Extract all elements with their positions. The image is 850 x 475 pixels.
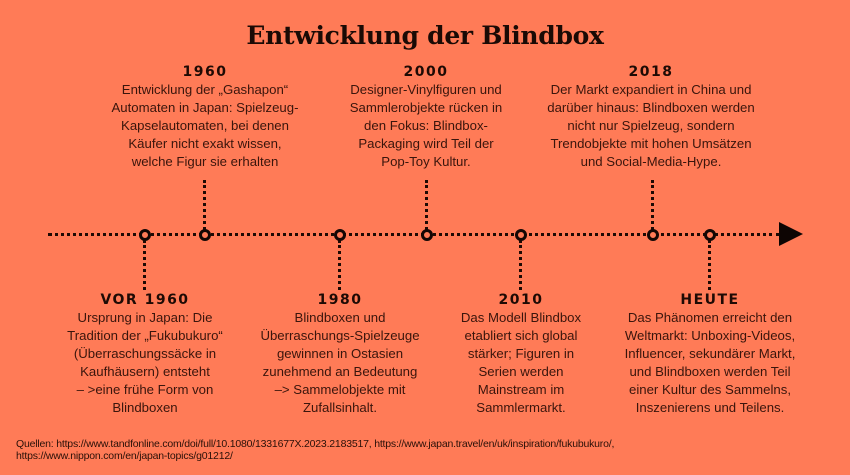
stem-2000 — [425, 180, 428, 230]
event-year: 2018 — [628, 64, 674, 80]
event-description: Designer-Vinylfiguren und Sammlerobjekte… — [349, 82, 503, 169]
event-year: 2010 — [498, 292, 544, 308]
event-year: HEUTE — [680, 292, 740, 308]
sources-text: Quellen: https://www.tandfonline.com/doi… — [16, 438, 615, 462]
marker-heute — [704, 229, 716, 241]
event-description: Ursprung in Japan: Die Tradition der „Fu… — [67, 310, 223, 415]
event-year: 1960 — [182, 64, 228, 80]
event-heute: HEUTE Das Phänomen erreicht den Weltmark… — [590, 291, 830, 417]
stem-1960 — [203, 180, 206, 230]
stem-vor-1960 — [143, 240, 146, 290]
marker-1960 — [199, 229, 211, 241]
timeline-axis — [48, 233, 780, 236]
marker-2010 — [515, 229, 527, 241]
stem-2010 — [519, 240, 522, 290]
event-description: Das Phänomen erreicht den Weltmarkt: Unb… — [624, 310, 796, 415]
event-description: Blindboxen und Überraschungs-Spielzeuge … — [260, 310, 420, 415]
event-description: Entwicklung der „Gashapon“ Automaten in … — [111, 82, 299, 169]
marker-1980 — [334, 229, 346, 241]
event-2010: 2010 Das Modell Blindbox etabliert sich … — [421, 291, 621, 417]
event-2018: 2018 Der Markt expandiert in China und d… — [531, 63, 771, 171]
arrow-right-icon — [779, 222, 803, 246]
event-description: Das Modell Blindbox etabliert sich globa… — [460, 310, 582, 415]
stem-heute — [708, 240, 711, 290]
event-description: Der Markt expandiert in China und darübe… — [547, 82, 755, 169]
marker-2018 — [647, 229, 659, 241]
event-year: 1980 — [317, 292, 363, 308]
marker-vor-1960 — [139, 229, 151, 241]
event-year: 2000 — [403, 64, 449, 80]
page-title: Entwicklung der Blindbox — [246, 21, 604, 50]
event-2000: 2000 Designer-Vinylfiguren und Sammlerob… — [306, 63, 546, 171]
stem-2018 — [651, 180, 654, 230]
event-vor-1960: VOR 1960 Ursprung in Japan: Die Traditio… — [25, 291, 265, 417]
event-year: VOR 1960 — [100, 292, 190, 308]
stem-1980 — [338, 240, 341, 290]
event-1980: 1980 Blindboxen und Überraschungs-Spielz… — [220, 291, 460, 417]
marker-2000 — [421, 229, 433, 241]
event-1960: 1960 Entwicklung der „Gashapon“ Automate… — [85, 63, 325, 171]
